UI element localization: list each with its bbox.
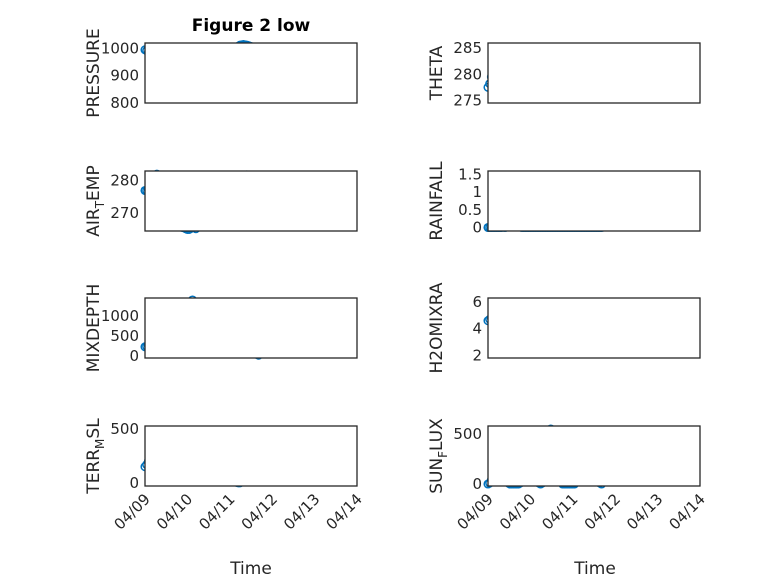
mixdepth-y-tick-label: 0	[129, 347, 139, 365]
x-axis-label-right: Time	[573, 559, 616, 579]
air-temp-y-tick-label: 280	[110, 172, 139, 190]
theta-y-axis-label: THETA	[427, 45, 447, 101]
subplot-rainfall: 00.511.5 RAINFALL	[427, 161, 701, 241]
rainfall-y-axis-label-main: RAINFALL	[427, 161, 447, 241]
rainfall-y-tick-label: 1	[472, 183, 482, 201]
sun-flux-y-axis-label-sub: F	[436, 451, 450, 458]
h2omixra-y-axis-label: H2OMIXRA	[427, 282, 447, 373]
h2omixra-y-axis-label-main: H2OMIXRA	[427, 282, 447, 373]
pressure-y-axis-label: PRESSURE	[84, 28, 104, 117]
theta-axes-box	[487, 42, 701, 104]
terr-msl-y-tick-label: 500	[110, 420, 139, 438]
air-temp-y-tick-label: 270	[110, 204, 139, 222]
air-temp-y-axis-label: AIRTEMP	[84, 165, 107, 236]
sun-flux-axes-box	[487, 425, 701, 487]
rainfall-y-tick-label: 0	[472, 218, 482, 236]
terr-msl-y-axis-label-sub: M	[93, 439, 107, 449]
air-temp-axes-box	[144, 170, 358, 232]
sun-flux-y-axis-label-post: LUX	[427, 418, 447, 451]
h2omixra-axes-box	[487, 297, 701, 359]
rainfall-y-tick-label: 0.5	[458, 201, 482, 219]
subplot-h2omixra: 2 4 6 H2OMIXRA	[427, 282, 701, 374]
pressure-axes-box	[144, 42, 358, 104]
rainfall-y-axis-label: RAINFALL	[427, 161, 447, 241]
h2omixra-y-tick-label: 2	[472, 346, 482, 364]
air-temp-y-axis-label-post: EMP	[84, 165, 104, 201]
sun-flux-y-tick-label: 0	[472, 475, 482, 493]
terr-msl-y-axis-label-post: SL	[84, 418, 104, 439]
pressure-y-tick-label: 800	[110, 94, 139, 112]
sun-flux-y-axis-label: SUNFLUX	[427, 418, 450, 494]
pressure-y-tick-label: 900	[110, 67, 139, 85]
theta-y-tick-label: 275	[453, 91, 482, 109]
sun-flux-y-axis-label-main: SUN	[427, 458, 447, 494]
mixdepth-y-axis-label: MIXDEPTH	[84, 284, 104, 373]
theta-y-tick-label: 280	[453, 65, 482, 83]
figure-title: Figure 2 low	[192, 16, 311, 36]
theta-y-axis-label-main: THETA	[427, 45, 447, 101]
sun-flux-y-tick-label: 500	[453, 425, 482, 443]
mixdepth-y-tick-label: 1000	[101, 307, 139, 325]
terr-msl-y-axis-label-main: TERR	[84, 449, 104, 495]
pressure-y-tick-label: 1000	[101, 39, 139, 57]
terr-msl-y-tick-label: 0	[129, 474, 139, 492]
pressure-y-axis-label-main: PRESSURE	[84, 28, 104, 117]
air-temp-y-axis-label-sub: T	[93, 200, 107, 209]
terr-msl-y-axis-label: TERRMSL	[84, 418, 107, 495]
mixdepth-axes-box	[144, 297, 358, 359]
x-axis-label-left: Time	[229, 559, 272, 579]
terr-msl-axes-box	[144, 425, 358, 487]
theta-y-tick-label: 285	[453, 39, 482, 57]
rainfall-y-tick-label: 1.5	[458, 166, 482, 184]
h2omixra-y-tick-label: 6	[472, 293, 482, 311]
air-temp-y-axis-label-main: AIR	[84, 208, 104, 237]
rainfall-axes-box	[487, 170, 701, 232]
mixdepth-y-axis-label-main: MIXDEPTH	[84, 284, 104, 373]
h2omixra-y-tick-label: 4	[472, 320, 482, 338]
subplot-theta: 275 280 285 THETA	[427, 39, 701, 109]
mixdepth-y-tick-label: 500	[110, 327, 139, 345]
